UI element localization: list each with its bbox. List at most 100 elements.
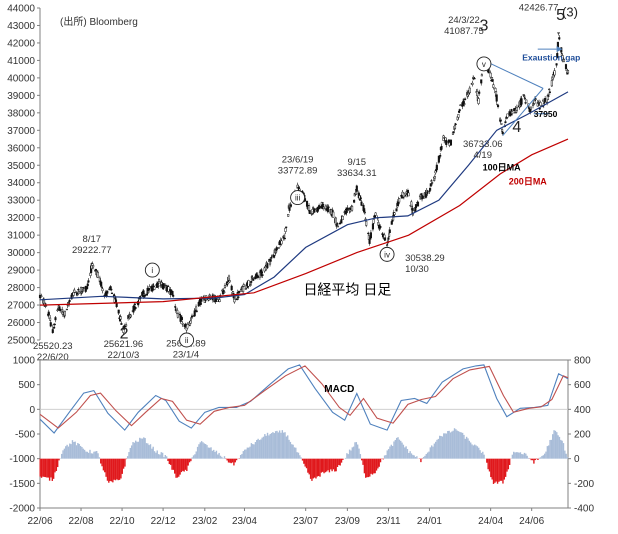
price-y-tick-label: 38000 (7, 108, 35, 119)
price-annotation: 24/3/22 (448, 15, 480, 26)
candle-body (542, 99, 545, 102)
candle-body (395, 208, 398, 212)
macd-histogram-bar (539, 457, 542, 459)
macd-histogram-bar (316, 458, 319, 477)
macd-histogram-bar (191, 457, 193, 459)
macd-histogram-bar (335, 458, 337, 472)
macd-histogram-bar (448, 430, 450, 459)
candle-body (49, 317, 52, 321)
macd-histogram-bar (48, 458, 51, 481)
macd-histogram-bar (401, 442, 403, 459)
candle-body (305, 200, 309, 207)
macd-histogram-bar (356, 444, 359, 459)
macd-histogram-bar (305, 458, 308, 469)
macd-histogram-bar (100, 458, 102, 464)
macd-histogram-bar (168, 458, 171, 465)
macd-histogram-bar (515, 452, 518, 459)
candle-body (133, 303, 136, 306)
candle-body (372, 219, 375, 224)
macd-histogram-bar (499, 458, 501, 481)
candle-body (172, 294, 175, 297)
macd-histogram-bar (467, 438, 469, 459)
candle-body (65, 308, 68, 311)
macd-histogram-bar (147, 443, 149, 459)
macd-histogram-bar (155, 452, 157, 459)
macd-histogram-bar (258, 440, 261, 459)
candle-body (346, 207, 349, 210)
candle-body (340, 219, 343, 224)
macd-histogram-bar (402, 444, 405, 459)
macd-histogram-bar (235, 458, 238, 461)
macd-left-tick-label: 500 (18, 380, 35, 391)
macd-histogram-bar (355, 442, 358, 459)
candle-body (134, 307, 137, 310)
candle-body (174, 306, 177, 308)
macd-histogram-bar (143, 437, 145, 459)
macd-histogram-bar (508, 458, 511, 465)
macd-histogram-bar (447, 430, 449, 459)
macd-histogram-bar (229, 458, 231, 463)
candle-body (53, 323, 56, 326)
macd-histogram-bar (550, 439, 553, 459)
macd-histogram-bar (86, 451, 88, 459)
macd-histogram-bar (43, 458, 45, 477)
candle-body (495, 94, 498, 102)
candle-body (195, 310, 198, 313)
macd-histogram-bar (488, 458, 491, 472)
candle-body (153, 286, 156, 290)
candle-body (82, 287, 85, 289)
candle-body (360, 201, 363, 206)
macd-histogram-bar (214, 451, 216, 459)
macd-histogram-bar (89, 449, 91, 459)
macd-histogram-bar (546, 446, 549, 459)
macd-histogram-bar (420, 458, 422, 463)
macd-histogram-bar (440, 436, 442, 459)
candle-body (543, 101, 546, 103)
candle-body (523, 97, 527, 100)
macd-histogram-bar (558, 436, 561, 459)
candle-body (430, 180, 433, 182)
candle-body (467, 93, 470, 96)
price-y-tick-label: 36000 (7, 143, 35, 154)
candle-body (453, 124, 457, 129)
candle-body (228, 280, 231, 283)
macd-histogram-bar (285, 436, 288, 459)
macd-histogram-bar (460, 432, 462, 459)
candle-body (449, 139, 453, 146)
trendline-lower (502, 88, 544, 136)
macd-histogram-bar (78, 443, 80, 459)
price-y-tick-label: 30000 (7, 248, 35, 259)
macd-histogram-bar (136, 441, 138, 459)
price-annotation: 30538.29 (405, 253, 445, 264)
candle-body (557, 32, 560, 34)
candle-body (207, 298, 210, 301)
macd-histogram-bar (521, 454, 523, 459)
macd-histogram-bar (206, 445, 208, 459)
candle-body (556, 53, 559, 58)
candle-body (218, 299, 221, 302)
macd-histogram-bar (323, 458, 325, 474)
candle-body (289, 204, 292, 207)
wave-circle (476, 56, 492, 72)
candle-body (564, 64, 568, 69)
macd-histogram-bar (405, 446, 407, 459)
macd-histogram-bar (500, 458, 503, 481)
macd-histogram-bar (464, 438, 466, 459)
candle-body (119, 316, 122, 320)
macd-histogram-bar (110, 458, 113, 482)
macd-histogram-bar (211, 450, 214, 459)
macd-histogram-bar (288, 439, 290, 459)
macd-histogram-bar (67, 446, 70, 459)
candle-body (538, 108, 541, 110)
macd-histogram-bar (354, 442, 356, 459)
macd-histogram-bar (371, 458, 374, 475)
candle-body (421, 195, 424, 199)
candle-body (56, 309, 59, 311)
macd-histogram-bar (91, 453, 94, 459)
candle-body (313, 208, 316, 213)
macd-histogram-bar (352, 446, 355, 459)
x-tick-label: 23/09 (335, 516, 360, 527)
macd-histogram-bar (400, 440, 402, 459)
macd-histogram-bar (239, 455, 242, 459)
